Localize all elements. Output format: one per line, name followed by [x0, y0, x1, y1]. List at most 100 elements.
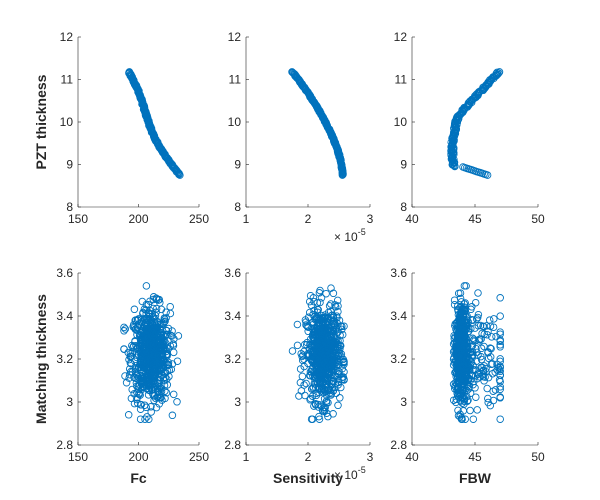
data-point [496, 330, 504, 338]
x-tick-label: 150 [68, 450, 88, 464]
data-point [125, 365, 134, 373]
data-point [120, 323, 128, 332]
data-point [333, 328, 342, 336]
data-point [495, 376, 504, 384]
data-point [469, 415, 478, 423]
data-point [335, 349, 344, 358]
data-point [471, 366, 480, 374]
data-point [338, 364, 347, 373]
data-point [140, 321, 148, 330]
data-point [296, 378, 305, 387]
data-point [340, 360, 348, 369]
y-tick-label: 3.4 [224, 309, 241, 323]
data-point [328, 358, 337, 367]
data-point [306, 394, 315, 403]
data-point [136, 415, 145, 423]
x-tick-label: 1 [243, 212, 250, 226]
data-point [496, 415, 504, 423]
data-point [169, 348, 178, 357]
data-point [462, 350, 471, 358]
data-point [130, 399, 139, 408]
y-tick-label: 3 [66, 395, 73, 409]
data-point [310, 297, 318, 306]
data-point [125, 68, 134, 76]
data-point [141, 415, 149, 423]
data-point [145, 381, 154, 389]
data-point [153, 295, 161, 304]
data-point [485, 316, 494, 324]
data-point [133, 399, 142, 407]
data-point [451, 320, 460, 328]
data-point [288, 68, 297, 77]
data-point [124, 411, 133, 419]
subplot-3: 8 9 10 11 12 40 45 50 [394, 30, 545, 226]
data-point [487, 344, 495, 353]
data-point [482, 364, 490, 373]
data-point [163, 350, 172, 358]
data-point [312, 340, 320, 349]
data-point [173, 398, 181, 406]
data-point [496, 341, 504, 349]
data-point [132, 395, 141, 404]
data-point [293, 320, 302, 329]
data-point [154, 345, 163, 354]
data-point [454, 289, 463, 298]
data-point [152, 403, 161, 412]
data-point [134, 373, 143, 381]
y-tick-label: 3.2 [56, 352, 73, 366]
data-point [453, 324, 462, 332]
y-tick-label: 9 [234, 158, 241, 172]
data-point [127, 360, 136, 368]
data-point [331, 301, 339, 309]
data-point [121, 372, 129, 380]
data-point [464, 382, 472, 390]
data-point [334, 337, 342, 345]
y-tick-label: 2.8 [56, 438, 73, 452]
x-tick-label: 250 [189, 450, 209, 464]
data-point [121, 325, 130, 333]
y-tick-label: 3 [234, 395, 241, 409]
data-point [161, 317, 169, 325]
y-axis-label: PZT thickness [33, 74, 49, 169]
data-point [494, 364, 503, 372]
data-point [134, 315, 143, 323]
data-point [332, 389, 340, 397]
data-point [161, 394, 169, 403]
data-point [452, 398, 460, 407]
y-tick-label: 8 [400, 200, 407, 214]
data-point [315, 346, 323, 354]
subplot-1: 8 9 10 11 12 150 200 250 PZT thickness [33, 30, 209, 226]
data-point [152, 308, 160, 317]
x-tick-label: 45 [468, 450, 482, 464]
data-point [323, 342, 331, 350]
data-point [120, 345, 128, 353]
data-point [471, 337, 479, 345]
data-point [320, 405, 329, 414]
data-point [131, 316, 139, 325]
data-point [459, 163, 467, 171]
data-point [302, 379, 310, 388]
data-point [454, 385, 463, 394]
data-point [462, 365, 471, 373]
data-point [456, 391, 464, 399]
x-tick-label: 45 [468, 212, 482, 226]
data-point [151, 327, 159, 335]
data-point [327, 334, 336, 342]
data-point [472, 393, 480, 401]
data-point [461, 364, 469, 372]
data-point [461, 351, 469, 360]
data-point [299, 351, 307, 359]
data-point [173, 357, 182, 365]
data-point [478, 329, 486, 338]
data-point [314, 306, 322, 314]
data-point [148, 372, 157, 381]
data-point [316, 347, 324, 355]
data-point [331, 379, 340, 388]
data-point [450, 300, 459, 309]
x-exponent-label: × 10-5 [334, 227, 366, 244]
data-point [331, 320, 339, 329]
data-point [483, 330, 491, 339]
